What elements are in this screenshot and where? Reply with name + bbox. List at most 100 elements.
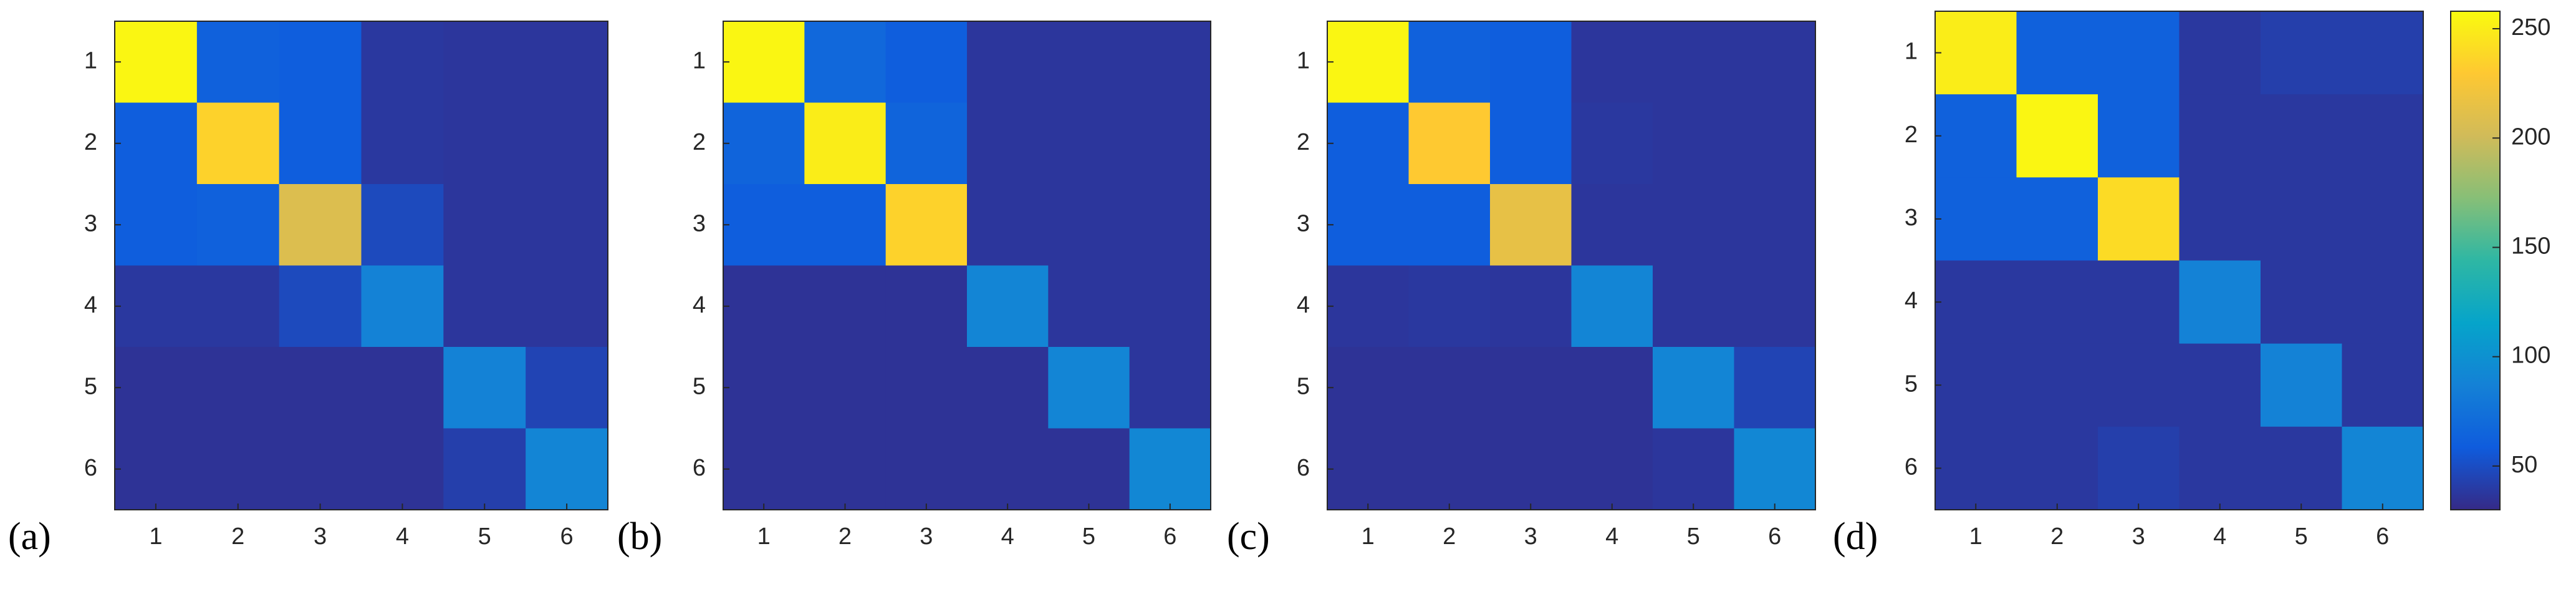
- x-tick-label: 5: [2295, 523, 2308, 550]
- x-tick-label: 3: [1524, 523, 1537, 550]
- colorbar-tick-label: 200: [2511, 124, 2550, 150]
- heatmap-cell: [2098, 177, 2180, 261]
- heatmap-cell: [2098, 426, 2180, 510]
- heatmap-cell: [2342, 343, 2424, 427]
- heatmap-cell: [443, 184, 526, 266]
- heatmap-cell: [361, 21, 444, 104]
- colorbar-tick-label: 150: [2511, 233, 2550, 260]
- heatmap-cell: [1734, 184, 1816, 266]
- heatmap-cell: [1048, 265, 1130, 348]
- y-tick-label: 5: [1905, 371, 1918, 397]
- heatmap-cell: [2261, 343, 2343, 427]
- heatmap-cell: [361, 428, 444, 510]
- heatmap-cell: [1653, 184, 1735, 266]
- heatmap-cell: [196, 21, 280, 104]
- heatmap-cell: [1653, 21, 1735, 104]
- heatmap-cell: [2342, 177, 2424, 261]
- y-tick-label: 1: [1905, 39, 1918, 65]
- y-tick-label: 3: [84, 210, 97, 236]
- heatmap-cell: [1048, 347, 1130, 429]
- heatmap-cell: [1571, 102, 1653, 185]
- heatmap-cell: [279, 102, 362, 185]
- heatmap-cell: [2179, 343, 2261, 427]
- heatmap-cell: [804, 428, 887, 510]
- heatmap-cell: [1571, 265, 1653, 348]
- heatmap-cell: [2179, 11, 2261, 95]
- heatmap-cell: [115, 102, 198, 185]
- heatmap-cell: [967, 265, 1049, 348]
- axes-frame: [1327, 21, 1816, 510]
- heatmap-cell: [885, 21, 968, 104]
- y-tick-label: 2: [1905, 122, 1918, 148]
- y-tick-label: 5: [1297, 373, 1310, 399]
- heatmap-cell: [723, 428, 805, 510]
- y-tick-label: 5: [693, 373, 706, 399]
- y-tick-label: 6: [693, 455, 706, 481]
- heatmap-cell: [1653, 428, 1735, 510]
- x-tick-label: 3: [920, 523, 933, 550]
- heatmap-cell: [1327, 265, 1410, 348]
- heatmap-cell: [1571, 21, 1653, 104]
- heatmap-cell: [2261, 177, 2343, 261]
- heatmap-cell: [967, 21, 1049, 104]
- heatmap-cell: [1734, 102, 1816, 185]
- heatmap-cell: [443, 102, 526, 185]
- heatmap-cell: [885, 265, 968, 348]
- axes-frame: [723, 21, 1211, 510]
- heatmap-cell: [1653, 102, 1735, 185]
- y-tick-label: 6: [1905, 454, 1918, 480]
- heatmap-cell: [279, 347, 362, 429]
- heatmap-cell: [1129, 102, 1211, 185]
- heatmap-cell: [1327, 102, 1410, 185]
- heatmap-cell: [804, 21, 887, 104]
- heatmap-cell: [279, 21, 362, 104]
- heatmap-cell: [1408, 428, 1491, 510]
- heatmap-cell: [2342, 426, 2424, 510]
- heatmap-cell: [1935, 426, 2017, 510]
- heatmap-cell: [804, 102, 887, 185]
- heatmap-cell: [2179, 177, 2261, 261]
- x-tick-label: 4: [1605, 523, 1618, 550]
- heatmap-cell: [1490, 21, 1572, 104]
- heatmap-cell: [115, 265, 198, 348]
- heatmap-cell: [1935, 260, 2017, 344]
- heatmap-cell: [967, 428, 1049, 510]
- y-tick-label: 1: [1297, 47, 1310, 74]
- heatmap-cell: [1571, 428, 1653, 510]
- heatmap-cell: [361, 347, 444, 429]
- x-tick-label: 2: [839, 523, 852, 550]
- heatmap-cell: [279, 265, 362, 348]
- heatmap-cell: [1129, 21, 1211, 104]
- y-tick-label: 4: [1905, 288, 1918, 314]
- heatmap-cell: [885, 184, 968, 266]
- heatmap-cell: [1734, 265, 1816, 348]
- heatmap-cell: [1408, 102, 1491, 185]
- heatmap-cell: [1490, 428, 1572, 510]
- heatmap-cell: [526, 21, 608, 104]
- y-tick-label: 4: [84, 292, 97, 318]
- heatmap-cell: [2179, 426, 2261, 510]
- heatmap-cell: [804, 347, 887, 429]
- x-tick-label: 1: [757, 523, 771, 550]
- heatmap-cell: [361, 265, 444, 348]
- x-tick-label: 5: [478, 523, 491, 550]
- heatmap-cell: [1408, 265, 1491, 348]
- heatmap-cell: [967, 184, 1049, 266]
- heatmap-cell: [1935, 94, 2017, 178]
- panel-label: (b): [617, 515, 662, 558]
- heatmap-cell: [1490, 265, 1572, 348]
- heatmap-cell: [115, 347, 198, 429]
- axes-frame: [114, 21, 608, 510]
- heatmap-cell: [279, 184, 362, 266]
- heatmap-cell: [526, 428, 608, 510]
- heatmap-cell: [2016, 260, 2098, 344]
- y-tick-label: 2: [1297, 129, 1310, 155]
- heatmap-cell: [1327, 428, 1410, 510]
- y-tick-label: 2: [693, 129, 706, 155]
- heatmap-cell: [2342, 11, 2424, 95]
- heatmap-cell: [723, 265, 805, 348]
- heatmap-cell: [2016, 426, 2098, 510]
- x-tick-label: 4: [1001, 523, 1014, 550]
- heatmap-cell: [723, 102, 805, 185]
